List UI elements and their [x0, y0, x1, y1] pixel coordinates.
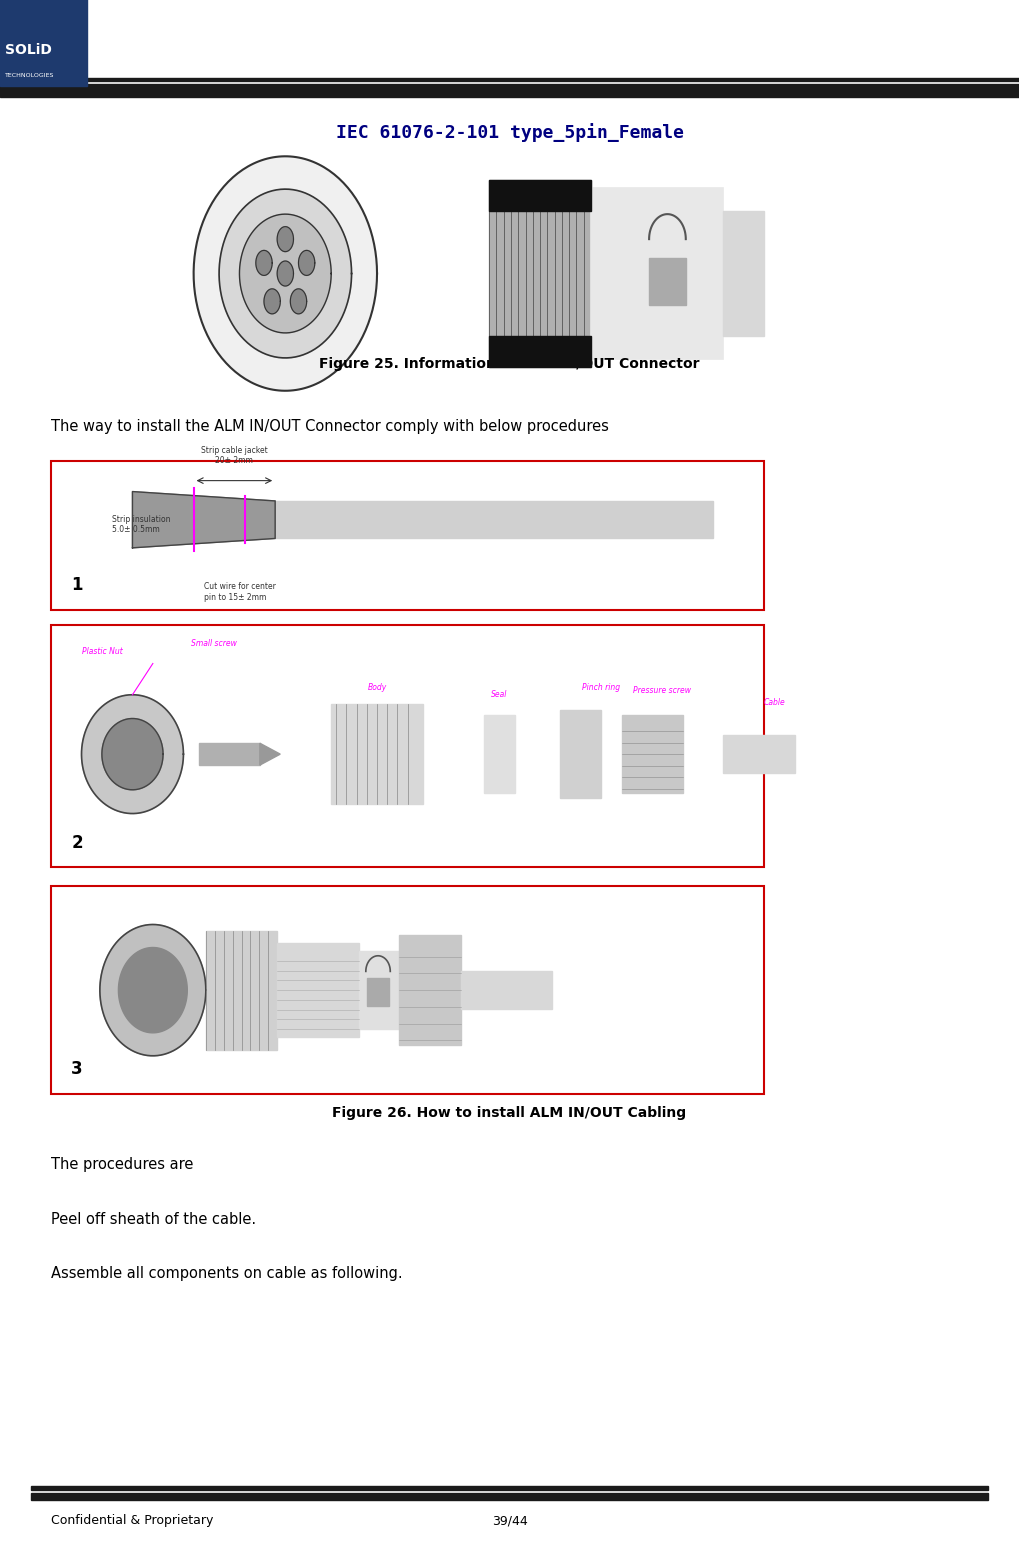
Polygon shape	[102, 719, 163, 789]
Polygon shape	[256, 250, 272, 275]
Polygon shape	[260, 744, 280, 766]
Bar	[723, 211, 764, 336]
Bar	[723, 736, 795, 774]
Text: Peel off sheath of the cable.: Peel off sheath of the cable.	[51, 1211, 256, 1227]
Bar	[649, 258, 686, 305]
Text: 1: 1	[71, 575, 83, 594]
Polygon shape	[290, 289, 307, 314]
Text: Figure 25. Information of ALM IN/OUT Connector: Figure 25. Information of ALM IN/OUT Con…	[319, 358, 700, 370]
Text: Pinch ring: Pinch ring	[582, 683, 621, 691]
Bar	[277, 942, 359, 1038]
Text: Seal: Seal	[491, 691, 507, 700]
Bar	[489, 180, 591, 367]
Text: Plastic Nut: Plastic Nut	[82, 647, 122, 656]
Polygon shape	[132, 491, 275, 549]
Text: Pressure screw: Pressure screw	[634, 686, 691, 694]
Text: Assemble all components on cable as following.: Assemble all components on cable as foll…	[51, 1266, 403, 1282]
Polygon shape	[82, 696, 183, 813]
Polygon shape	[194, 156, 377, 391]
Bar	[489, 336, 591, 367]
Bar	[51, 461, 764, 610]
Bar	[622, 716, 683, 794]
Polygon shape	[264, 289, 280, 314]
Bar	[199, 744, 260, 766]
Text: Strip insulation
5.0± 0.5mm: Strip insulation 5.0± 0.5mm	[112, 514, 170, 535]
Bar	[0, 84, 1019, 97]
Bar	[399, 935, 461, 1044]
Polygon shape	[277, 227, 293, 252]
Bar	[560, 710, 601, 799]
Text: 39/44: 39/44	[491, 1515, 528, 1527]
Polygon shape	[277, 261, 293, 286]
Bar	[51, 886, 764, 1094]
Bar	[206, 930, 277, 1050]
Text: 3: 3	[71, 1060, 83, 1078]
Bar	[461, 971, 552, 1010]
Text: Cut wire for center
pin to 15± 2mm: Cut wire for center pin to 15± 2mm	[204, 583, 276, 602]
Text: SOLiD: SOLiD	[5, 44, 52, 56]
Bar	[31, 1493, 988, 1500]
Text: TECHNOLOGIES: TECHNOLOGIES	[5, 72, 54, 78]
Bar	[367, 978, 389, 1007]
Bar	[51, 625, 764, 867]
Bar	[275, 502, 713, 538]
Polygon shape	[100, 925, 206, 1055]
Text: The procedures are: The procedures are	[51, 1157, 194, 1172]
Polygon shape	[219, 189, 352, 358]
Bar	[0, 0, 87, 86]
Text: Body: Body	[368, 683, 386, 691]
Text: The way to install the ALM IN/OUT Connector comply with below procedures: The way to install the ALM IN/OUT Connec…	[51, 419, 608, 435]
Text: Small screw: Small screw	[191, 639, 237, 647]
Text: Strip cable jacket
20± 2mm: Strip cable jacket 20± 2mm	[201, 445, 268, 466]
Text: Figure 26. How to install ALM IN/OUT Cabling: Figure 26. How to install ALM IN/OUT Cab…	[332, 1107, 687, 1119]
Bar	[591, 188, 723, 359]
Polygon shape	[299, 250, 315, 275]
Text: Cable: Cable	[763, 699, 786, 706]
Bar	[0, 78, 1019, 81]
Bar	[489, 180, 591, 211]
Text: IEC 61076-2-101 type_5pin_Female: IEC 61076-2-101 type_5pin_Female	[335, 123, 684, 142]
Bar	[31, 1486, 988, 1490]
Text: 2: 2	[71, 833, 83, 852]
Bar	[359, 950, 399, 1030]
Text: Confidential & Proprietary: Confidential & Proprietary	[51, 1515, 213, 1527]
Bar	[484, 716, 515, 794]
Polygon shape	[239, 214, 331, 333]
Bar	[331, 705, 423, 805]
Polygon shape	[118, 947, 187, 1033]
